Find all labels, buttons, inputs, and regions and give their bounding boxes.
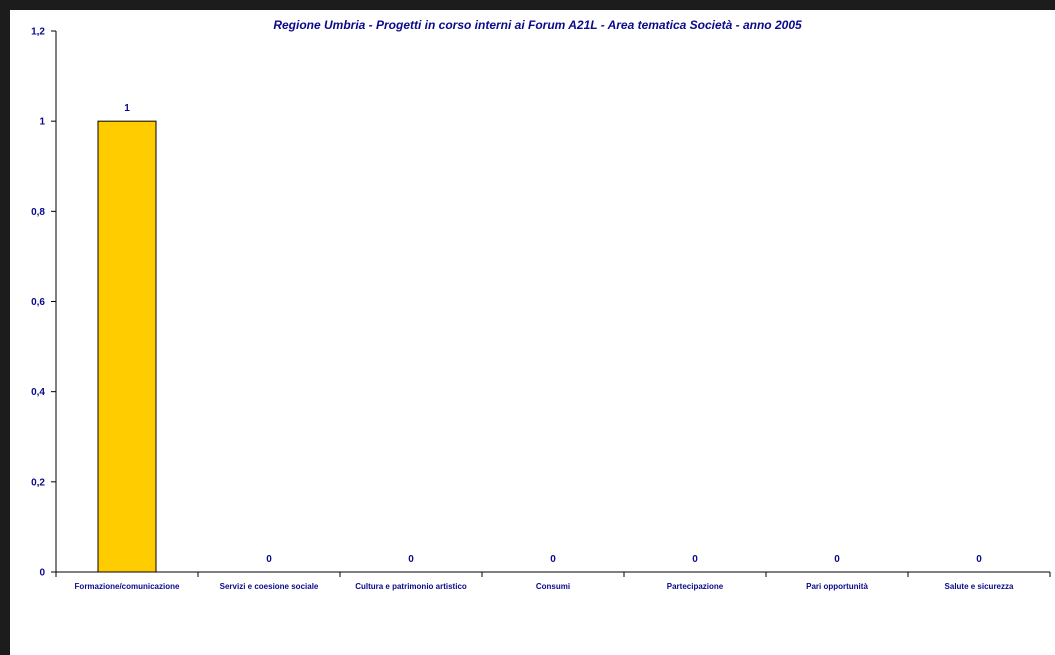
category-label: Servizi e coesione sociale	[220, 582, 319, 591]
category-label: Salute e sicurezza	[945, 582, 1014, 591]
data-label: 0	[976, 554, 982, 565]
y-tick-label: 0,2	[31, 477, 45, 488]
data-label: 0	[692, 554, 698, 565]
data-label: 1	[124, 103, 130, 114]
chart-frame	[10, 10, 1055, 655]
y-tick-label: 0,4	[31, 387, 45, 398]
category-label: Pari opportunità	[806, 582, 868, 591]
chart-title: Regione Umbria - Progetti in corso inter…	[273, 18, 802, 32]
category-label: Formazione/comunicazione	[75, 582, 180, 591]
data-label: 0	[834, 554, 840, 565]
y-tick-label: 1	[39, 117, 45, 128]
y-tick-label: 0,6	[31, 297, 45, 308]
category-label: Consumi	[536, 582, 570, 591]
bar	[97, 120, 157, 573]
y-tick-label: 1,2	[31, 27, 45, 38]
data-label: 0	[550, 554, 556, 565]
data-label: 0	[266, 554, 272, 565]
y-tick-label: 0	[39, 568, 45, 579]
category-label: Cultura e patrimonio artistico	[355, 582, 467, 591]
data-label: 0	[408, 554, 414, 565]
y-tick-label: 0,8	[31, 207, 45, 218]
category-label: Partecipazione	[667, 582, 724, 591]
